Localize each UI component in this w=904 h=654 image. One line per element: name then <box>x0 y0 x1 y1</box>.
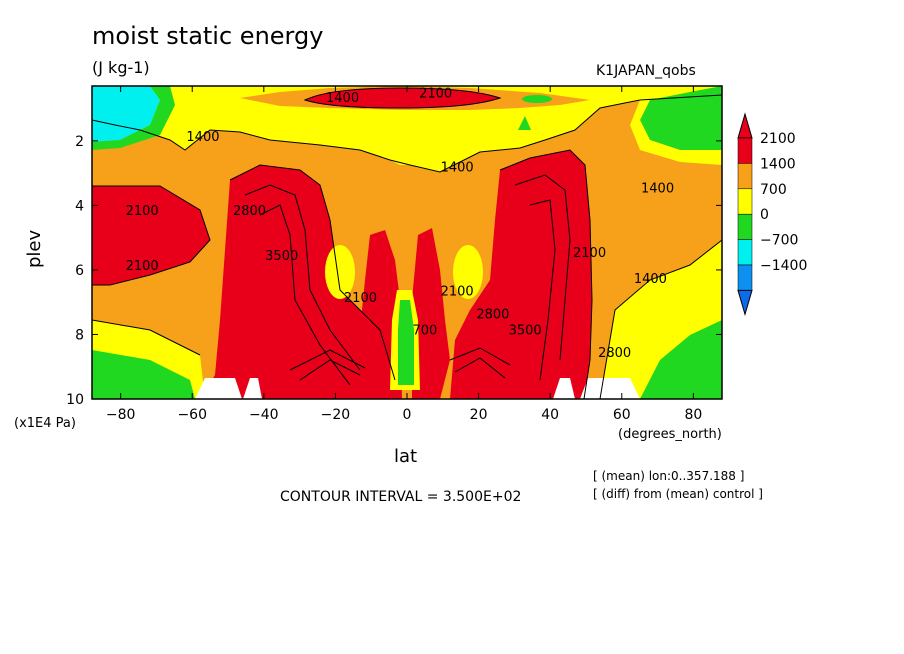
colorbar-segment <box>737 163 753 190</box>
fill-green-small-1 <box>518 116 531 130</box>
y-axis-units: (x1E4 Pa) <box>14 416 76 431</box>
x-tick-label: 60 <box>613 407 631 423</box>
run-label: K1JAPAN_qobs <box>596 63 696 79</box>
contour-line <box>303 87 502 109</box>
contour-line <box>599 239 722 399</box>
contour-line <box>289 347 511 381</box>
x-tick-label: −80 <box>106 407 136 423</box>
colorbar-segment <box>737 239 753 266</box>
contour-label: 3500 <box>265 249 298 264</box>
contour-interval: CONTOUR INTERVAL = 3.500E+02 <box>280 489 522 505</box>
contour-line <box>92 94 722 173</box>
colorbar-cap-top <box>737 112 753 139</box>
colorbar-segment <box>737 188 753 215</box>
fill-red-col-left <box>200 165 400 399</box>
contour-label: 1400 <box>634 272 667 287</box>
colorbar-label: 0 <box>760 207 769 223</box>
x-tick-label: −60 <box>177 407 207 423</box>
colorbar-segment <box>737 264 753 291</box>
mask-bottom-1 <box>195 378 242 399</box>
colorbar-label: −700 <box>760 233 798 249</box>
fill-yellow-upper <box>92 86 722 172</box>
contour-label: 1400 <box>326 91 359 106</box>
contour-line <box>499 149 593 399</box>
fill-green-topright <box>640 86 722 150</box>
x-tick-label: −40 <box>249 407 279 423</box>
y-tick-label: 6 <box>75 263 84 279</box>
fill-red-col-right <box>450 150 592 399</box>
fill-cyan-topleft <box>92 86 160 142</box>
contour-line <box>244 184 361 371</box>
contour-label: 1400 <box>641 181 674 196</box>
contour-line <box>259 204 351 386</box>
contour-label: 2800 <box>233 204 266 219</box>
fill-red-col-centre-right <box>412 228 450 399</box>
contour-line <box>529 199 556 381</box>
x-tick-label: 20 <box>470 407 488 423</box>
colorbar: 2100 1400 700 0 −700 −1400 <box>737 112 807 317</box>
contour-lines <box>92 87 722 399</box>
fill-green-centre <box>398 300 414 385</box>
mask-bottom-2 <box>243 378 262 399</box>
x-axis-label: lat <box>394 446 418 467</box>
colorbar-cap-bottom <box>737 289 753 317</box>
colorbar-segment <box>737 137 753 164</box>
fill-green-topleft <box>92 86 175 150</box>
fill-green-bottomleft <box>92 350 195 399</box>
fill-red-top <box>305 88 500 108</box>
colorbar-label: 700 <box>760 182 787 198</box>
lon-note: [ (mean) lon:0..357.188 ] <box>593 469 745 483</box>
colorbar-label: 1400 <box>760 156 796 172</box>
fill-yellow-blob-right <box>453 245 483 299</box>
fill-red-left <box>92 186 210 285</box>
fill-green-small-2 <box>522 95 552 103</box>
mask-bottom-3 <box>553 378 575 399</box>
x-tick-label: 0 <box>403 407 412 423</box>
contour-line <box>514 174 571 361</box>
mask-bottom-4 <box>580 378 640 399</box>
y-axis: 2 4 6 8 10 <box>66 134 722 408</box>
fill-yellow-topright-ring <box>630 100 722 165</box>
fill-yellow-blob-left <box>325 245 355 299</box>
colorbar-label: 2100 <box>760 131 796 147</box>
fill-green-bottomright <box>640 320 722 399</box>
colorbar-segment <box>737 213 753 240</box>
contour-line <box>92 185 211 286</box>
plot-area <box>92 86 722 399</box>
colorbar-label: −1400 <box>760 258 807 274</box>
chart-title: moist static energy <box>92 22 324 50</box>
contour-label: 2100 <box>441 285 474 300</box>
contour-line <box>92 319 201 356</box>
y-tick-label: 8 <box>75 327 84 343</box>
chart-units: (J kg-1) <box>92 58 150 77</box>
y-tick-label: 2 <box>75 134 84 150</box>
contour-label: 2100 <box>344 291 377 306</box>
contour-label: 2800 <box>476 307 509 322</box>
x-tick-label: −20 <box>321 407 351 423</box>
contour-label: 2100 <box>573 246 606 261</box>
contour-label: 3500 <box>509 323 542 338</box>
y-tick-label: 10 <box>66 392 84 408</box>
y-tick-label: 4 <box>75 198 84 214</box>
x-tick-label: 80 <box>684 407 702 423</box>
diff-note: [ (diff) from (mean) control ] <box>593 487 763 501</box>
x-axis: −80 −60 −40 −20 0 20 40 60 80 <box>106 86 702 423</box>
contour-label: 700 <box>412 323 437 338</box>
x-tick-label: 40 <box>541 407 559 423</box>
contour-label: 2100 <box>419 86 452 101</box>
contour-label: 1400 <box>186 130 219 145</box>
contour-label: 2100 <box>126 204 159 219</box>
contour-label: 1400 <box>441 161 474 176</box>
contour-label: 2100 <box>126 259 159 274</box>
contour-label: 2800 <box>598 346 631 361</box>
x-axis-units: (degrees_north) <box>618 427 722 442</box>
contour-line <box>229 164 396 381</box>
